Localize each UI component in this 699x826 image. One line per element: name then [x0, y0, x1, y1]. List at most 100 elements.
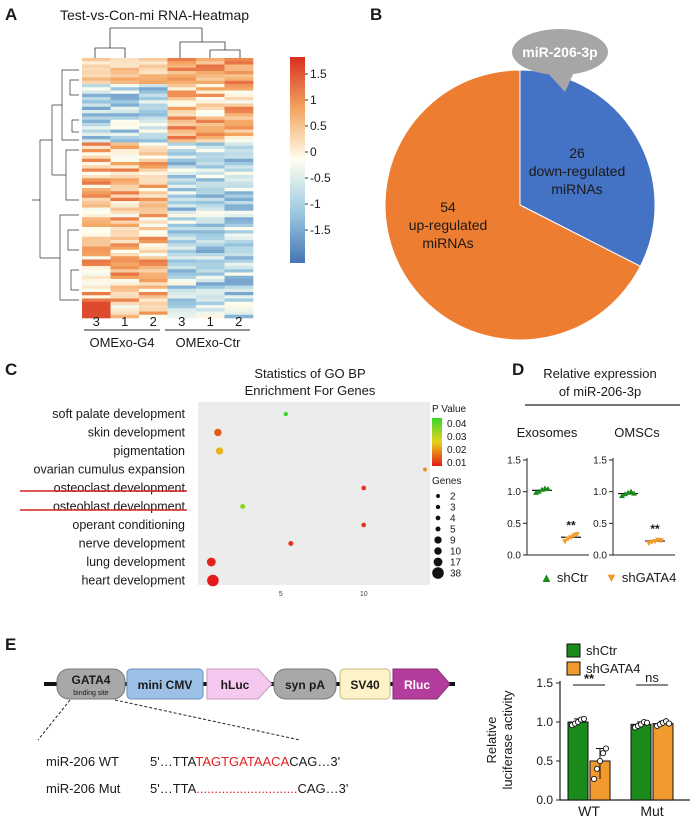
heatmap-cell	[82, 301, 111, 306]
heatmap-cell	[167, 197, 197, 202]
heatmap-cell	[224, 188, 254, 192]
heatmap-cell	[167, 178, 197, 182]
d-point	[539, 486, 545, 492]
heatmap-col-label: 3	[93, 314, 100, 329]
heatmap-cell	[110, 129, 140, 134]
heatmap-cell	[196, 220, 225, 225]
e-x-tick-label: Mut	[640, 803, 663, 819]
heatmap-cell	[82, 84, 111, 88]
go-x-tick: 10	[360, 591, 368, 598]
heatmap-columns: 3 1 2 3 1 2	[93, 314, 243, 329]
d-point	[533, 489, 539, 495]
heatmap-cell	[224, 285, 254, 290]
heatmap-cell	[167, 220, 197, 225]
heatmap-cell	[196, 110, 225, 114]
heatmap-cell	[110, 142, 140, 147]
d-point	[652, 539, 658, 545]
heatmap-cell	[82, 149, 111, 153]
d-point	[568, 535, 574, 541]
pie-slice	[384, 69, 641, 341]
heatmap-cell	[82, 308, 111, 312]
heatmap-col-label: 3	[178, 314, 185, 329]
heatmap-cell	[167, 168, 197, 173]
heatmap-cell	[110, 256, 140, 260]
heatmap-cell	[224, 308, 254, 312]
heatmap-title: Test-vs-Con-mi RNA-Heatmap	[60, 7, 249, 23]
heatmap-cell	[82, 204, 111, 208]
panel-c-label: C	[5, 360, 17, 379]
heatmap-cell	[196, 142, 225, 147]
heatmap-cell	[110, 282, 140, 286]
heatmap-cell	[82, 175, 111, 179]
heatmap-cell	[110, 275, 140, 280]
heatmap	[82, 58, 254, 319]
heatmap-cell	[82, 58, 111, 62]
binding-site-label: binding site	[73, 690, 109, 697]
heatmap-cell	[110, 295, 140, 299]
heatmap-cell	[224, 227, 254, 231]
pie-count: 54	[440, 199, 456, 215]
heatmap-cell	[139, 292, 168, 296]
heatmap-cell	[224, 191, 254, 195]
d-point	[658, 538, 664, 544]
legend-shgata4-text: shGATA4	[622, 570, 676, 585]
heatmap-cell	[167, 282, 197, 286]
gata4-element: GATA4 binding site	[56, 668, 126, 700]
heatmap-cell	[110, 162, 140, 166]
heatmap-cell	[196, 308, 225, 312]
heatmap-col-label: 1	[207, 314, 214, 329]
pvalue-tick: 0.03	[447, 432, 467, 443]
heatmap-cell	[139, 58, 168, 62]
colorbar-ticks: 1.5 1 0.5 0 -0.5 -1 -1.5	[305, 67, 331, 237]
heatmap-cell	[110, 204, 140, 208]
heatmap-cell	[167, 162, 197, 166]
genes-legend-dot	[434, 547, 442, 555]
d-y-tick-label: 1.5	[593, 456, 607, 467]
heatmap-cell	[139, 217, 168, 221]
heatmap-cell	[110, 240, 140, 244]
heatmap-cell	[224, 288, 254, 293]
heatmap-cell	[82, 132, 111, 137]
heatmap-cell	[167, 158, 197, 163]
heatmap-cell	[196, 181, 225, 186]
heatmap-cell	[139, 97, 168, 101]
mut-seq-post: CAG…3'	[297, 781, 348, 796]
heatmap-cell	[196, 197, 225, 202]
heatmap-cell	[110, 298, 140, 303]
heatmap-cell	[82, 311, 111, 316]
legend-shgata4-marker: ▼	[605, 570, 618, 585]
heatmap-cell	[139, 64, 168, 69]
heatmap-cell	[110, 74, 140, 78]
heatmap-cell	[110, 262, 140, 267]
legend-shgata4-e: shGATA4	[586, 661, 640, 676]
heatmap-cell	[196, 155, 225, 160]
heatmap-cell	[82, 61, 111, 65]
heatmap-cell	[82, 74, 111, 78]
e-point	[602, 745, 610, 752]
callout-bubble: miR-206-3p	[512, 29, 608, 92]
heatmap-cell	[139, 311, 168, 316]
heatmap-cell	[224, 272, 254, 277]
heatmap-cell	[196, 275, 225, 280]
genes-legend-label: 5	[450, 525, 456, 536]
heatmap-cell	[82, 223, 111, 228]
heatmap-cell	[224, 233, 254, 238]
heatmap-cell	[110, 100, 140, 104]
heatmap-cell	[224, 197, 254, 202]
heatmap-cell	[167, 149, 197, 153]
colorbar-tick-label: 0	[310, 145, 317, 159]
heatmap-cell	[196, 240, 225, 244]
heatmap-cell	[196, 188, 225, 192]
heatmap-cell	[167, 136, 197, 140]
panel-a-label: A	[5, 5, 17, 24]
heatmap-cell	[167, 132, 197, 137]
heatmap-cell	[196, 97, 225, 101]
heatmap-cell	[82, 298, 111, 303]
mut-seq-site: ............................	[196, 781, 297, 796]
heatmap-cell	[167, 58, 197, 62]
heatmap-cell	[139, 314, 168, 319]
colorbar-tick-label: -1.5	[310, 223, 331, 237]
heatmap-cell	[82, 139, 111, 143]
heatmap-cell	[196, 123, 225, 127]
